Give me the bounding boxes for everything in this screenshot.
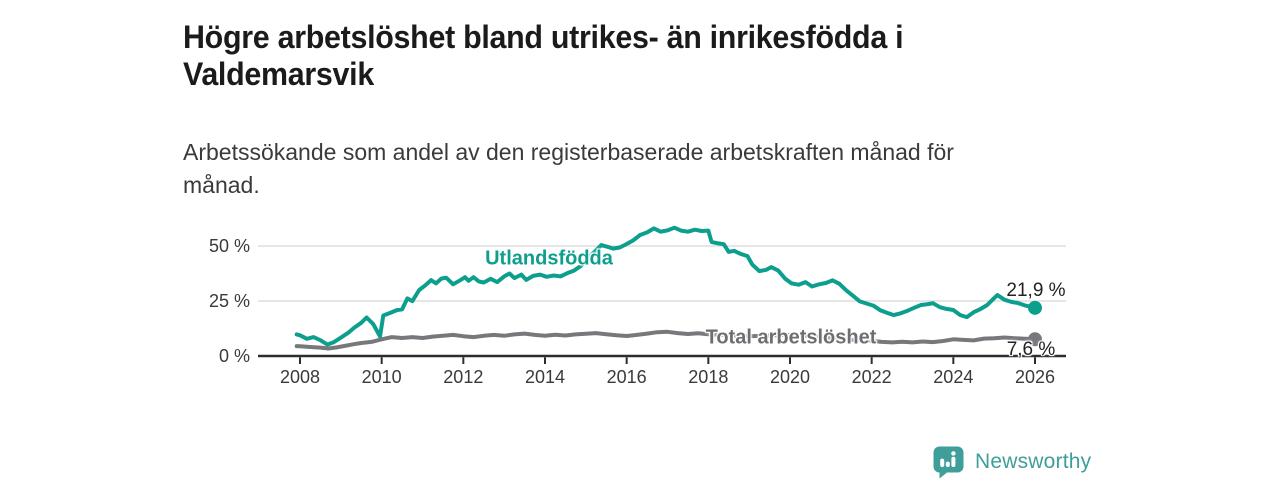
x-axis-tick-label: 2016 xyxy=(606,367,647,387)
end-dot-total xyxy=(1027,332,1042,347)
y-axis-tick-label: 50 % xyxy=(208,236,250,256)
end-value-label-utlandsfodda: 21,9 % xyxy=(1006,280,1066,301)
series-label-total-arbetsloshet: Total arbetslöshet xyxy=(705,326,877,349)
x-axis-tick-label: 2018 xyxy=(688,367,729,387)
x-axis-tick-label: 2022 xyxy=(851,367,892,387)
x-axis-tick-label: 2020 xyxy=(769,367,810,387)
series-line-total xyxy=(294,329,1037,351)
chart-subtitle: Arbetssökande som andel av den registerb… xyxy=(183,139,954,198)
x-axis-tick-label: 2024 xyxy=(933,367,974,387)
exclamation-stem xyxy=(951,456,956,467)
x-axis-tick-label: 2014 xyxy=(524,367,565,387)
bar-1 xyxy=(940,458,945,467)
x-axis-tick-label: 2012 xyxy=(443,367,484,387)
x-axis-tick-label: 2010 xyxy=(361,367,402,387)
series-line-utlandsfodda xyxy=(294,225,1037,347)
newsworthy-logo: Newsworthy xyxy=(932,445,1091,479)
bar-2 xyxy=(945,461,950,467)
chart-title: Högre arbetslöshet bland utrikes- än inr… xyxy=(183,19,904,93)
exclamation-dot xyxy=(951,451,956,456)
y-axis-tick-label: 25 % xyxy=(208,291,250,311)
x-axis-tick-label: 2008 xyxy=(279,367,321,387)
y-axis-tick-label: 0 % xyxy=(218,346,250,366)
end-dot-utlandsfodda xyxy=(1027,300,1042,315)
series-label-utlandsfodda: Utlandsfödda xyxy=(485,247,613,270)
newsworthy-logo-icon xyxy=(933,446,964,479)
x-axis-tick-label: 2026 xyxy=(1014,367,1055,387)
end-value-label-total: 7,6 % xyxy=(1006,339,1056,360)
brand-name: Newsworthy xyxy=(975,450,1092,473)
